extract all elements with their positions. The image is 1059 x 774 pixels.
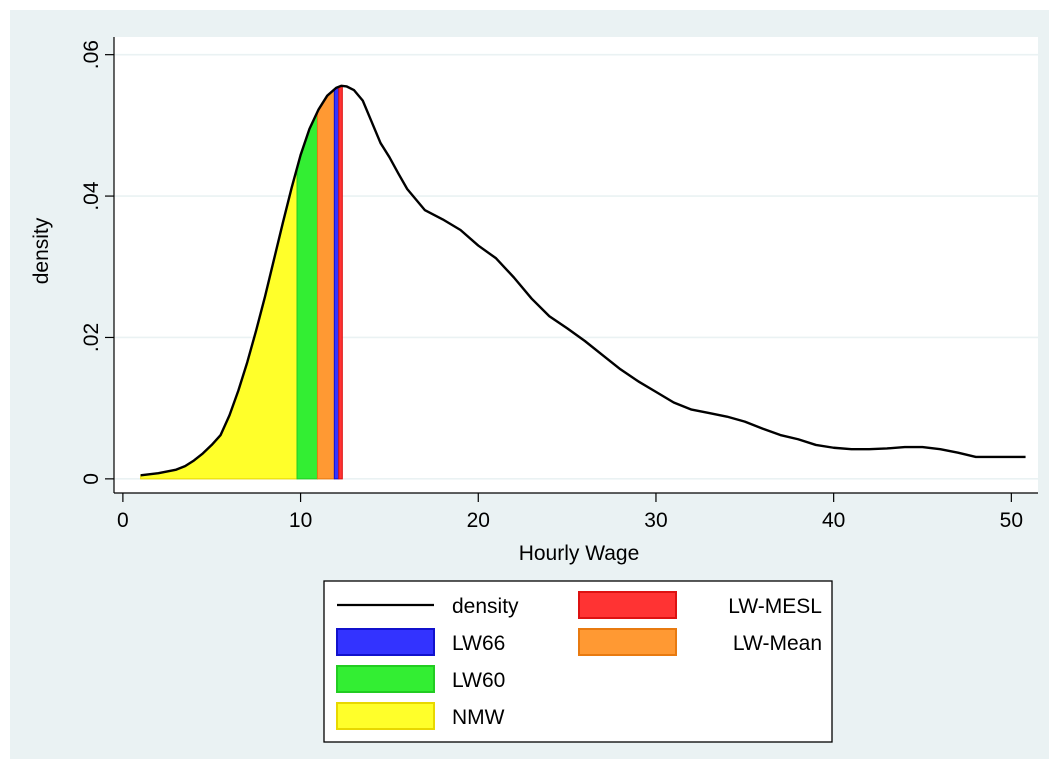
density-curve: [140, 84, 1026, 477]
legend-label-lw66: LW66: [452, 632, 505, 655]
y-axis-title: density: [30, 217, 53, 284]
x-axis-ticks: 0 10 20 30 40 50: [117, 493, 1023, 532]
region-lw66: [333, 86, 340, 480]
legend-swatch-lw66: [336, 628, 435, 656]
y-tick-label-0: 0: [80, 473, 103, 485]
x-tick-label-2: 20: [467, 509, 490, 532]
legend-swatch-lw-mesl: [578, 591, 677, 619]
legend-label-nmw: NMW: [452, 706, 505, 729]
axes: [113, 37, 1038, 494]
legend: density LW-MESL LW66 LW-Mean LW60 NMW: [323, 580, 833, 743]
y-tick-label-3: .06: [80, 40, 103, 69]
x-tick-label-5: 50: [1000, 509, 1023, 532]
y-tick-label-2: .04: [80, 181, 103, 211]
legend-items: density LW-MESL LW66 LW-Mean LW60 NMW: [336, 591, 822, 730]
x-tick-label-3: 30: [644, 509, 667, 532]
legend-swatch-nmw: [336, 702, 435, 730]
y-tick-label-1: .02: [80, 323, 103, 352]
region-lw-mesl: [338, 85, 343, 480]
x-axis-title: Hourly Wage: [519, 542, 640, 565]
region-lw60: [296, 111, 318, 480]
x-tick-label-4: 40: [822, 509, 845, 532]
region-lw-mean: [316, 88, 335, 480]
legend-label-lw-mesl: LW-MESL: [728, 595, 822, 618]
legend-label-density: density: [452, 595, 519, 618]
legend-label-lw-mean: LW-Mean: [733, 632, 822, 655]
legend-label-lw60: LW60: [452, 669, 505, 692]
legend-swatch-lw-mean: [578, 628, 677, 656]
y-axis-ticks: 0 .02 .04 .06: [80, 40, 114, 485]
x-tick-label-0: 0: [117, 509, 129, 532]
x-tick-label-1: 10: [289, 509, 312, 532]
legend-swatch-lw60: [336, 665, 435, 693]
